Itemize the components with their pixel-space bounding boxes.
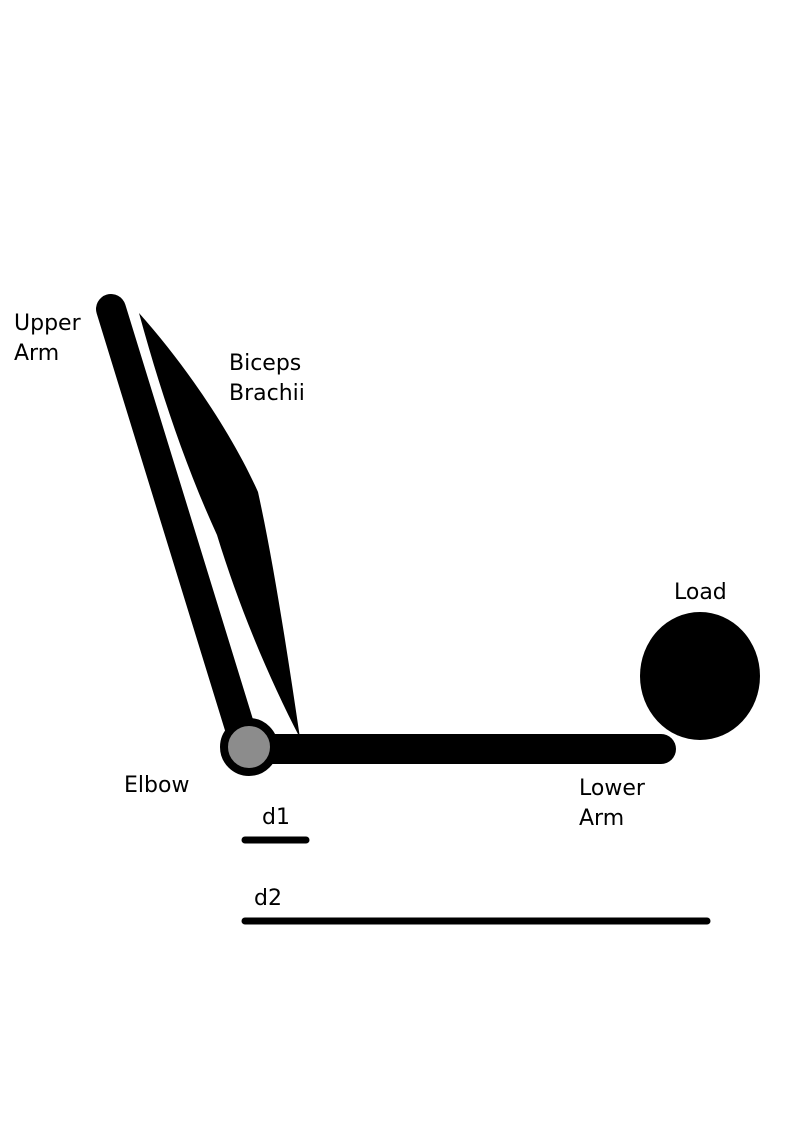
upper-arm-label-line1: Upper bbox=[14, 311, 82, 336]
lower-arm-label: Lower Arm bbox=[579, 776, 652, 831]
d1-label: d1 bbox=[262, 805, 290, 830]
load-label: Load bbox=[674, 580, 727, 605]
biceps-muscle bbox=[139, 313, 300, 738]
biceps-label-line2: Brachii bbox=[229, 381, 305, 406]
upper-arm-bone bbox=[96, 294, 258, 753]
biceps-label: Biceps Brachii bbox=[229, 351, 308, 406]
elbow-joint bbox=[220, 718, 278, 776]
lower-arm-label-line2: Arm bbox=[579, 806, 624, 831]
biceps-label-line1: Biceps bbox=[229, 351, 301, 376]
load-weight bbox=[640, 612, 760, 740]
upper-arm-label: Upper Arm bbox=[14, 311, 88, 366]
elbow-label: Elbow bbox=[124, 773, 189, 798]
d2-label: d2 bbox=[254, 886, 282, 911]
lower-arm-label-line1: Lower bbox=[579, 776, 646, 801]
upper-arm-label-line2: Arm bbox=[14, 341, 59, 366]
